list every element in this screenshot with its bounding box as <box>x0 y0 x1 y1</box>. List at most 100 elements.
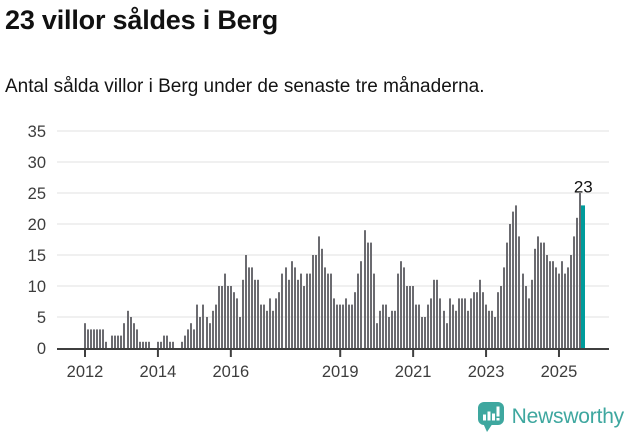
bar <box>409 286 411 348</box>
bar <box>187 329 189 348</box>
y-tick-label-20: 20 <box>28 216 46 234</box>
bar <box>251 267 253 348</box>
bar <box>373 273 375 348</box>
bar <box>461 298 463 348</box>
bar <box>430 298 432 348</box>
bar <box>403 267 405 348</box>
bar <box>84 323 86 348</box>
bar <box>169 341 171 348</box>
bar <box>364 230 366 348</box>
bar <box>321 248 323 348</box>
bar <box>485 304 487 348</box>
bar <box>540 242 542 348</box>
bar <box>406 286 408 348</box>
bar <box>418 304 420 348</box>
x-tick-label-2021: 2021 <box>395 363 432 381</box>
bar <box>333 298 335 348</box>
bar <box>421 317 423 348</box>
x-tick-label-2014: 2014 <box>140 363 177 381</box>
bar <box>133 323 135 348</box>
bar <box>181 341 183 348</box>
bar <box>318 236 320 348</box>
y-tick-label-25: 25 <box>28 185 46 203</box>
bar <box>272 310 274 348</box>
bar <box>512 211 514 348</box>
bar <box>357 273 359 348</box>
bar <box>105 341 107 348</box>
bar <box>564 273 566 348</box>
newsworthy-bubble-chart-icon <box>477 402 504 432</box>
newsworthy-logo[interactable]: Newsworthy <box>477 401 624 433</box>
bar <box>90 329 92 348</box>
bar <box>136 329 138 348</box>
bar <box>534 248 536 348</box>
bar <box>281 273 283 348</box>
bar <box>145 341 147 348</box>
bar <box>206 317 208 348</box>
bar <box>130 317 132 348</box>
bar <box>573 236 575 348</box>
bar <box>303 286 305 348</box>
bar <box>348 304 350 348</box>
bar <box>515 205 517 348</box>
bar <box>160 341 162 348</box>
bar <box>455 310 457 348</box>
bar <box>558 273 560 348</box>
bar <box>458 298 460 348</box>
bar <box>491 310 493 348</box>
bar <box>227 286 229 348</box>
bar <box>148 341 150 348</box>
bar <box>412 286 414 348</box>
bar <box>193 329 195 348</box>
bar <box>449 298 451 348</box>
bar <box>254 279 256 348</box>
bar <box>199 317 201 348</box>
x-tick-label-2016: 2016 <box>212 363 249 381</box>
bar <box>354 292 356 348</box>
bar <box>120 335 122 348</box>
bar <box>370 242 372 348</box>
bar <box>184 335 186 348</box>
bar <box>561 261 563 348</box>
bar <box>245 255 247 348</box>
bar <box>549 261 551 348</box>
bar <box>473 292 475 348</box>
bar <box>309 273 311 348</box>
bar <box>224 273 226 348</box>
latest-value-label: 23 <box>574 177 593 196</box>
chart-subtitle: Antal sålda villor i Berg under de senas… <box>5 76 485 97</box>
chart-title: 23 villor såldes i Berg <box>5 5 279 35</box>
y-tick-label-15: 15 <box>28 247 46 265</box>
bar <box>433 279 435 348</box>
bar <box>555 267 557 348</box>
bar <box>500 286 502 348</box>
bar <box>385 304 387 348</box>
bar <box>99 329 101 348</box>
bar <box>139 341 141 348</box>
bar <box>285 267 287 348</box>
bar <box>294 267 296 348</box>
y-tick-label-0: 0 <box>37 340 46 358</box>
bar <box>531 279 533 348</box>
bar <box>415 304 417 348</box>
bar-latest-highlight <box>581 205 585 348</box>
bar <box>470 298 472 348</box>
bar <box>436 279 438 348</box>
bar <box>330 273 332 348</box>
bar <box>339 304 341 348</box>
bar <box>257 279 259 348</box>
bar <box>291 261 293 348</box>
bar <box>236 298 238 348</box>
bar <box>360 261 362 348</box>
bar <box>482 292 484 348</box>
y-tick-label-35: 35 <box>28 123 46 141</box>
bar <box>248 267 250 348</box>
bar <box>117 335 119 348</box>
bar <box>452 304 454 348</box>
bar <box>497 292 499 348</box>
bar <box>528 298 530 348</box>
bar <box>96 329 98 348</box>
bar <box>166 335 168 348</box>
bar <box>266 310 268 348</box>
y-tick-label-5: 5 <box>37 309 46 327</box>
